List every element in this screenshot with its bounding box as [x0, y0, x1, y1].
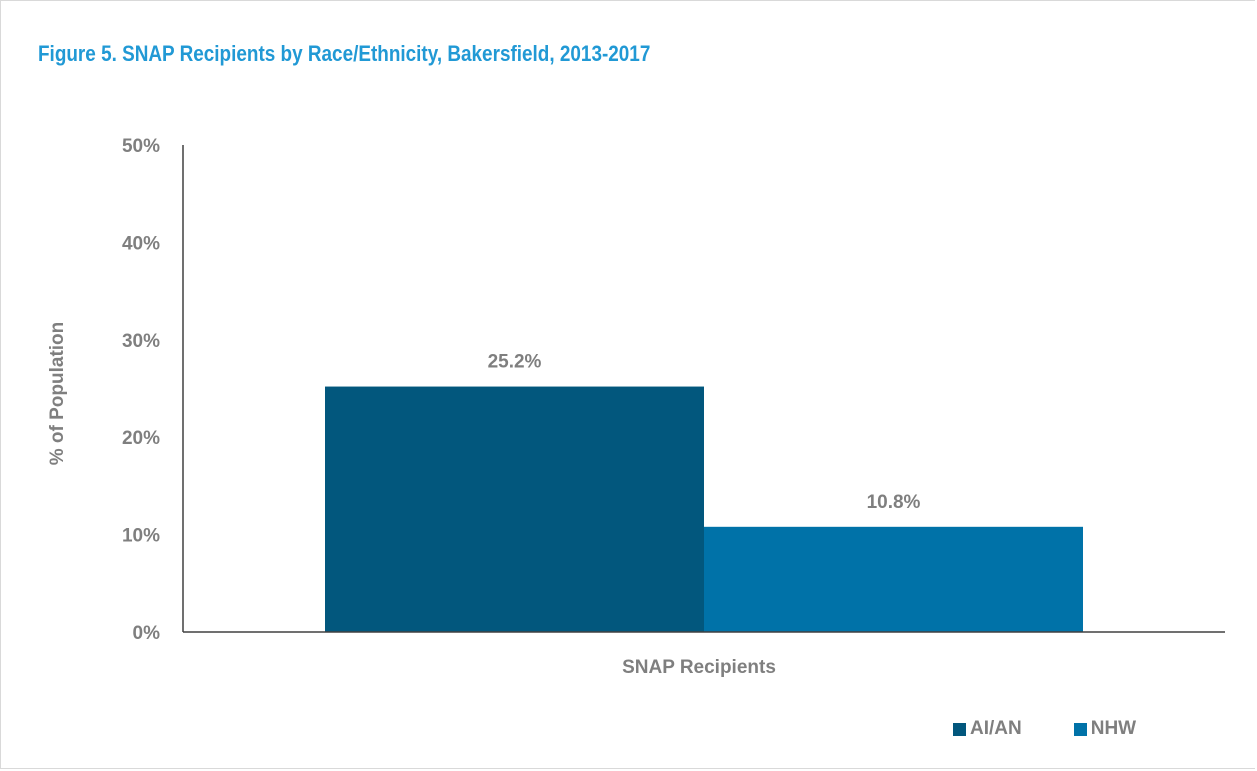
legend-label: NHW: [1090, 718, 1137, 739]
y-tick-label: 0%: [133, 623, 161, 644]
legend-item: NHW: [1073, 718, 1137, 740]
y-axis-label: % of Population: [47, 322, 68, 466]
x-category-label: SNAP Recipients: [622, 657, 776, 678]
y-tick-label: 40%: [122, 233, 160, 254]
legend-swatch: [953, 722, 966, 736]
legend-label: AI/AN: [970, 718, 1022, 739]
y-tick-label: 10%: [122, 526, 160, 547]
data-label: 10.8%: [867, 492, 921, 513]
bar-nhw: [704, 526, 1083, 632]
legend-swatch: [1073, 722, 1087, 736]
chart-title: Figure 5. SNAP Recipients by Race/Ethnic…: [38, 41, 651, 66]
y-tick-label: 20%: [122, 428, 160, 449]
bar-ai-an: [325, 386, 704, 632]
y-tick-label: 50%: [122, 136, 160, 157]
chart-legend: AI/AN NHW: [953, 718, 1136, 740]
legend-item: AI/AN: [953, 718, 1022, 740]
data-label: 25.2%: [488, 352, 542, 373]
y-tick-label: 30%: [122, 331, 160, 352]
